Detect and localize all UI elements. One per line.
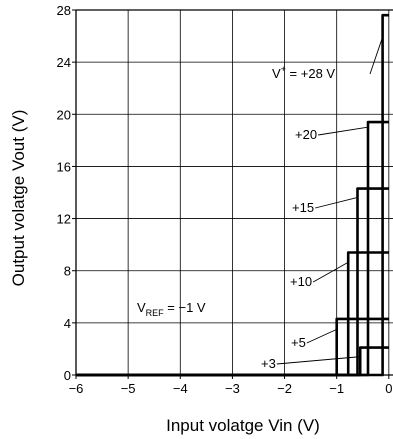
y-tick-label: 0 <box>64 368 71 383</box>
tick-labels: −6 −5 −4 −3 −2 −1 0 0 4 8 12 16 20 24 28 <box>57 3 393 396</box>
y-tick-label: 12 <box>57 212 71 227</box>
x-tick-label: −6 <box>69 381 84 396</box>
curve-leader-line <box>315 197 357 209</box>
grid <box>76 10 393 375</box>
curve-leader-line <box>312 262 348 283</box>
y-tick-label: 20 <box>57 107 71 122</box>
x-tick-label: 0 <box>385 381 392 396</box>
curve-leader-line <box>276 356 360 365</box>
y-axis-label: Output volatge Vout (V) <box>9 110 28 287</box>
curve-label: +15 <box>292 200 314 215</box>
y-tick-label: 8 <box>64 264 71 279</box>
annotations: +20 +15 +10 +5 +3 V+ = +28 V VREF = −1 V <box>137 38 383 371</box>
x-tick-label: −5 <box>121 381 136 396</box>
vref-annotation: VREF = −1 V <box>137 300 206 318</box>
vplus-leader-line <box>369 38 383 75</box>
vplus-annotation: V+ = +28 V <box>272 64 335 81</box>
curve-leader-line <box>306 328 337 344</box>
curve-label: +10 <box>290 274 312 289</box>
y-tick-label: 28 <box>57 3 71 18</box>
x-tick-label: −1 <box>329 381 344 396</box>
plot-frame <box>75 9 393 376</box>
y-tick-label: 4 <box>64 316 71 331</box>
x-axis-label: Input volatge Vin (V) <box>166 416 320 435</box>
y-tick-label: 16 <box>57 159 71 174</box>
curve-label: +20 <box>295 127 317 142</box>
x-tick-label: −3 <box>225 381 240 396</box>
y-tick-label: 24 <box>57 55 71 70</box>
curve-leader-line <box>318 126 368 136</box>
x-tick-label: −4 <box>173 381 188 396</box>
x-tick-label: −2 <box>277 381 292 396</box>
curve-label: +3 <box>261 356 276 371</box>
curve-label: +5 <box>291 335 306 350</box>
